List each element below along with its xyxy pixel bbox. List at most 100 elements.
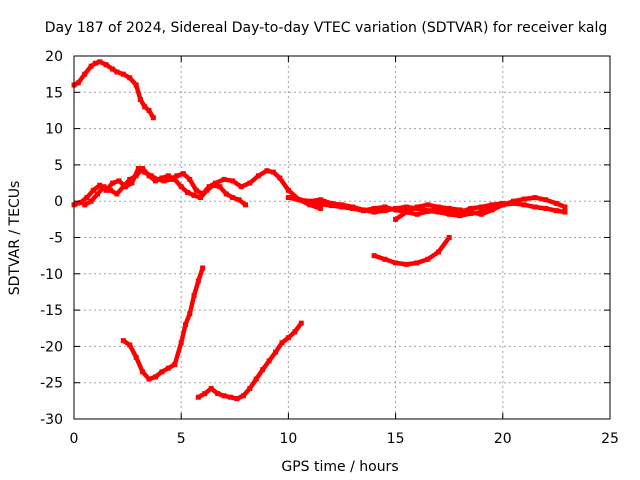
data-point [562,204,568,210]
data-point [318,197,324,203]
data-point [414,260,420,266]
data-point [114,69,120,75]
data-point [146,107,152,113]
data-point [129,180,135,186]
data-point [140,166,146,172]
data-point [489,205,495,211]
data-point [191,192,197,198]
data-point [425,256,431,262]
data-point [328,203,334,209]
data-point [382,208,388,214]
data-point [296,197,302,203]
data-point [371,205,377,211]
data-point [393,207,399,213]
data-point [270,169,276,175]
data-point [360,208,366,214]
data-point [521,196,527,202]
data-point [238,184,244,190]
series-satellite-i [120,265,206,382]
x-tick-label: 10 [279,431,297,447]
data-point [318,201,324,207]
data-point [243,202,249,208]
data-point [97,182,103,188]
data-point [92,60,98,66]
data-point [446,235,452,240]
data-point [146,376,152,382]
series-satellite-j [195,320,304,402]
data-point [133,173,139,179]
data-point [435,204,441,210]
data-point [114,191,120,197]
data-point [285,195,291,201]
y-tick-label: -25 [40,376,63,392]
data-point [127,342,133,348]
data-point [182,322,188,328]
data-point [255,173,261,179]
data-point [489,202,495,208]
data-point [435,209,441,215]
data-point [457,207,463,213]
data-point [127,176,133,182]
data-point [140,369,146,375]
data-point [133,82,139,88]
y-tick-label: 15 [45,85,63,101]
data-point [279,340,285,346]
data-point [273,349,279,355]
data-point [152,374,158,380]
data-point [193,187,199,193]
data-point [532,195,538,201]
data-point [553,200,559,206]
data-point [403,204,409,210]
data-point [127,75,133,81]
data-point [339,204,345,210]
y-tick-label: -10 [40,267,63,283]
data-point [120,71,126,77]
data-points [71,59,568,402]
data-point [307,200,313,206]
data-point [446,211,452,217]
data-point [393,260,399,266]
data-point [318,205,324,211]
data-point [159,369,165,375]
data-point [137,97,143,103]
y-tick-label: 5 [54,158,63,174]
data-point [435,249,441,255]
data-point [277,175,283,181]
data-point [234,396,240,402]
data-point [120,338,126,344]
x-tick-label: 25 [601,431,619,447]
data-point [185,189,191,195]
data-point [521,202,527,208]
data-point [230,195,236,201]
data-point [133,354,139,360]
data-point [95,191,101,197]
data-point [110,66,116,72]
data-point [202,391,208,397]
data-point [174,173,180,179]
data-point [90,187,96,193]
data-point [161,178,167,184]
data-point [511,200,517,206]
data-point [150,115,156,121]
data-point [457,213,463,219]
data-point [152,178,158,184]
data-point [228,394,234,400]
data-point [350,205,356,211]
y-tick-label: -15 [40,303,63,319]
data-point [371,253,377,259]
series-satellite-g [478,200,568,215]
data-point [253,376,259,382]
data-point [165,173,171,179]
data-point [187,311,193,317]
data-point [107,187,113,193]
data-point [562,209,568,215]
data-point [200,265,206,271]
data-point [221,176,227,182]
data-point [217,184,223,190]
data-point [468,205,474,211]
data-point [204,187,210,193]
y-tick-label: 20 [45,49,63,65]
x-tick-label: 20 [494,431,512,447]
data-point [414,211,420,217]
